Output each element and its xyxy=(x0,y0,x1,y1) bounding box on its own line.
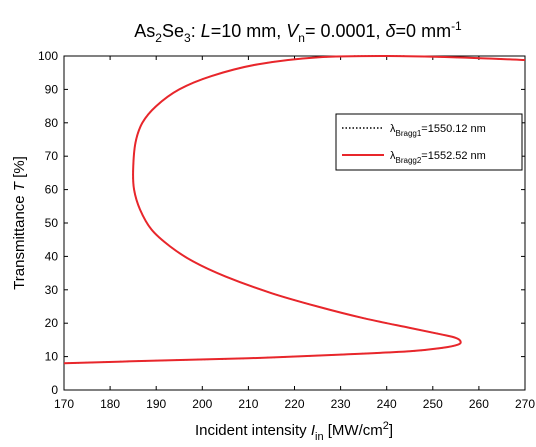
x-axis-label: Incident intensity Iin [MW/cm2] xyxy=(195,420,393,443)
y-tick-label: 90 xyxy=(45,82,59,96)
x-tick-label: 260 xyxy=(469,397,489,411)
y-axis-label: Transmittance T [%] xyxy=(11,156,28,290)
legend-label-bragg2: λBragg2=1552.52 nm xyxy=(390,150,486,165)
x-tick-label: 230 xyxy=(331,397,351,411)
x-tick-label: 190 xyxy=(146,397,166,411)
y-tick-label: 0 xyxy=(51,383,58,397)
x-tick-label: 200 xyxy=(192,397,212,411)
legend-label-bragg1: λBragg1=1550.12 nm xyxy=(390,123,486,138)
y-tick-label: 10 xyxy=(45,350,59,364)
x-tick-label: 170 xyxy=(54,397,74,411)
chart-title: As2Se3: L=10 mm, Vn= 0.0001, δ=0 mm-1 xyxy=(134,19,462,45)
y-tick-label: 40 xyxy=(45,249,59,263)
legend: λBragg1=1550.12 nm λBragg2=1552.52 nm xyxy=(335,113,523,171)
x-tick-label: 220 xyxy=(284,397,304,411)
y-tick-label: 100 xyxy=(38,49,58,63)
x-tick-label: 240 xyxy=(377,397,397,411)
series-line-bragg2 xyxy=(63,54,526,365)
x-tick-label: 210 xyxy=(238,397,258,411)
y-tick-label: 50 xyxy=(45,216,59,230)
x-tick-label: 250 xyxy=(423,397,443,411)
y-axis-ticks: 0 10 20 30 40 50 60 70 80 90 100 xyxy=(38,49,525,397)
y-tick-label: 80 xyxy=(45,116,59,130)
y-tick-label: 30 xyxy=(45,283,59,297)
x-axis-ticks: 170 180 190 200 210 220 230 240 250 260 270 xyxy=(54,56,535,411)
x-tick-label: 270 xyxy=(515,397,535,411)
x-tick-label: 180 xyxy=(100,397,120,411)
y-tick-label: 70 xyxy=(45,149,59,163)
y-tick-label: 60 xyxy=(45,183,59,197)
y-tick-label: 20 xyxy=(45,316,59,330)
plot-area xyxy=(63,55,526,391)
legend-box xyxy=(335,113,523,171)
